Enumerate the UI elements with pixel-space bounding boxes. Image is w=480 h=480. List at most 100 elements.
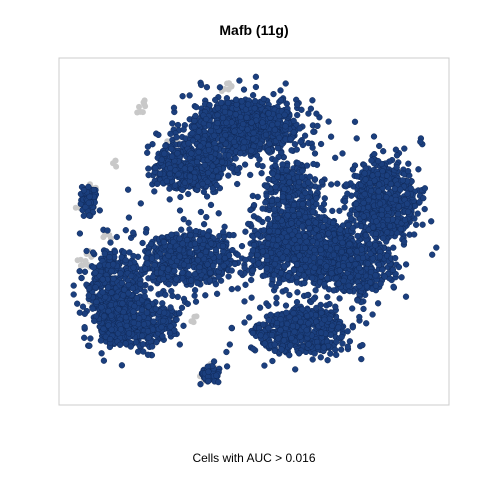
data-point <box>265 234 272 241</box>
data-point <box>139 341 147 348</box>
data-point <box>151 188 158 195</box>
data-point <box>216 253 223 260</box>
data-point <box>294 289 301 296</box>
data-point <box>319 223 327 230</box>
data-point <box>349 166 357 173</box>
data-point <box>204 261 211 268</box>
data-point <box>214 119 221 127</box>
data-point <box>85 292 92 299</box>
data-point <box>161 150 168 157</box>
data-point <box>181 165 188 172</box>
data-point <box>249 92 257 99</box>
data-point <box>252 73 260 80</box>
data-point <box>351 118 359 125</box>
data-point <box>186 173 194 180</box>
data-point <box>195 128 203 135</box>
data-point <box>362 232 370 239</box>
data-point <box>149 343 156 350</box>
data-point <box>270 90 277 98</box>
data-point <box>198 81 205 89</box>
data-point <box>337 226 344 233</box>
data-point <box>309 274 316 282</box>
data-point <box>338 346 345 353</box>
data-point <box>322 243 330 251</box>
data-point <box>216 84 224 91</box>
data-point <box>194 134 201 141</box>
data-point <box>344 190 351 197</box>
data-point <box>158 324 165 331</box>
data-point <box>376 200 384 207</box>
data-point <box>122 256 129 264</box>
data-point <box>262 131 270 138</box>
data-point <box>379 235 387 242</box>
data-point <box>225 273 232 280</box>
data-point <box>160 239 168 246</box>
data-point <box>130 319 137 326</box>
data-point <box>421 205 428 213</box>
data-point <box>429 251 436 258</box>
data-point <box>402 293 410 300</box>
data-point <box>130 264 137 271</box>
data-point <box>234 285 241 292</box>
data-point <box>168 153 176 160</box>
data-point <box>290 129 297 136</box>
data-point <box>370 133 378 140</box>
data-point <box>250 242 258 249</box>
data-point <box>237 269 244 276</box>
data-point <box>281 263 288 270</box>
data-point <box>173 276 180 283</box>
data-point <box>369 311 376 318</box>
data-point <box>132 339 140 346</box>
data-point <box>395 263 403 271</box>
data-point <box>144 143 152 150</box>
data-point <box>248 294 255 301</box>
data-point <box>118 362 126 369</box>
data-point <box>360 305 367 313</box>
data-point <box>225 172 232 179</box>
data-point <box>156 170 164 177</box>
background-point <box>77 262 84 269</box>
data-point <box>317 258 324 266</box>
data-point <box>191 123 198 131</box>
data-point <box>81 334 88 341</box>
data-point <box>171 182 179 189</box>
data-point <box>229 246 236 254</box>
data-point <box>276 279 283 287</box>
data-point <box>111 248 119 256</box>
data-point <box>340 262 347 270</box>
data-point <box>206 277 213 284</box>
data-point <box>206 101 213 109</box>
data-point <box>122 314 130 321</box>
data-point <box>317 246 324 253</box>
data-point <box>241 264 248 271</box>
data-point <box>328 270 335 277</box>
data-point <box>282 123 289 130</box>
data-point <box>137 200 144 207</box>
data-point <box>404 167 412 175</box>
data-point <box>107 239 114 246</box>
data-point <box>180 126 187 133</box>
data-point <box>175 170 182 178</box>
data-point <box>140 321 148 328</box>
data-point <box>108 312 115 319</box>
data-point <box>292 366 299 373</box>
data-point <box>99 289 106 296</box>
data-point <box>428 218 435 225</box>
data-point <box>343 181 350 188</box>
data-point <box>145 165 152 172</box>
data-point <box>376 142 383 150</box>
data-point <box>271 126 279 133</box>
data-point <box>340 277 347 284</box>
data-point <box>333 351 340 359</box>
data-point <box>249 247 256 254</box>
data-point <box>421 185 429 192</box>
data-point <box>174 150 181 157</box>
data-point <box>122 340 129 347</box>
data-point <box>178 304 186 311</box>
chart-title: Mafb (11g) <box>219 22 288 38</box>
data-point <box>224 99 232 107</box>
data-point <box>203 193 211 200</box>
data-point <box>208 240 215 247</box>
data-point <box>185 219 192 226</box>
data-point <box>171 267 178 275</box>
